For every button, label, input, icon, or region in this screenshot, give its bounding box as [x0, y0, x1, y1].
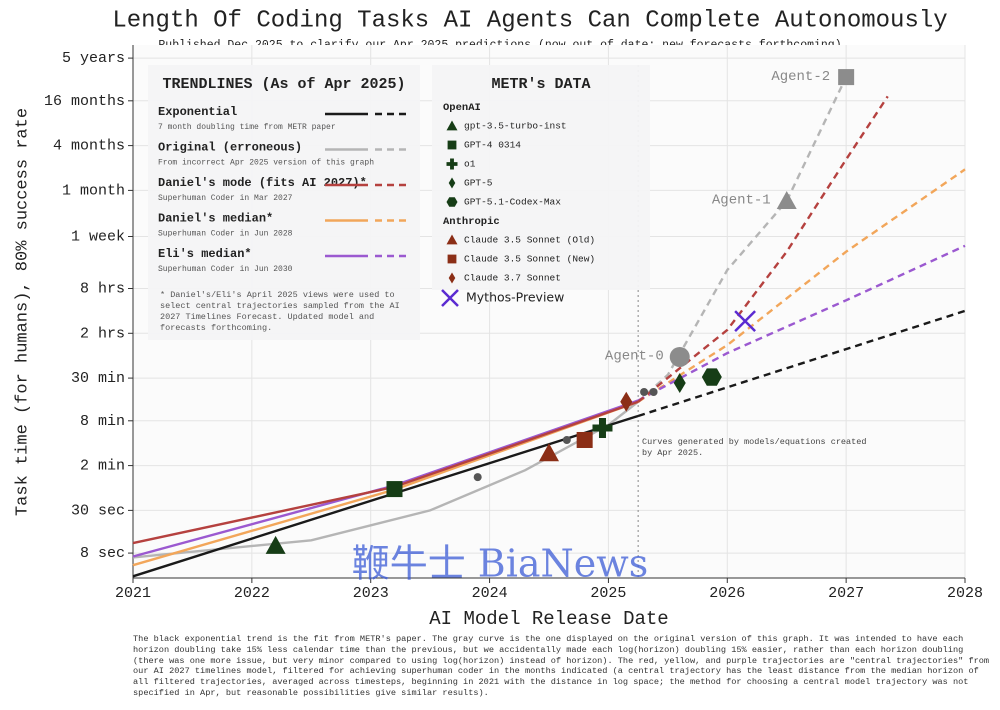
legend-label: GPT-4 0314: [464, 140, 521, 151]
data-point: [838, 69, 855, 86]
data-point: [265, 535, 286, 554]
x-tick-label: 2027: [828, 585, 864, 602]
x-tick-label: 2026: [709, 585, 745, 602]
legend-label: Claude 3.5 Sonnet (Old): [464, 235, 595, 246]
cutoff-note: Curves generated by models/equations cre…: [642, 437, 867, 458]
x-tick-label: 2021: [115, 585, 151, 602]
legend-group: Anthropic: [443, 216, 500, 228]
agent-label: Agent-0: [605, 349, 664, 365]
data-point: [640, 388, 649, 397]
agent-label: Agent-2: [771, 69, 830, 85]
legend-label: Exponential: [158, 105, 237, 119]
data-point: [446, 197, 458, 207]
legend-panel: [432, 65, 650, 290]
legend-panel: [148, 65, 420, 340]
trendline-forecast: [637, 244, 966, 402]
data-point: [776, 191, 797, 210]
legend-label: Eli's median*: [158, 247, 252, 261]
trendline-forecast: [637, 168, 966, 403]
y-tick-label: 8 hrs: [80, 280, 125, 297]
x-tick-label: 2023: [353, 585, 389, 602]
legend-label: Original (erroneous): [158, 141, 302, 155]
data-point: [620, 391, 633, 412]
data-point: [446, 158, 458, 170]
trendline: [132, 400, 639, 559]
trendline-forecast: [637, 76, 848, 403]
data-point: [446, 120, 458, 131]
data-point: [592, 418, 613, 439]
data-point: [448, 177, 456, 189]
y-tick-label: 5 years: [62, 50, 125, 67]
data-point: [448, 272, 456, 284]
data-point: [446, 234, 458, 245]
trendline: [132, 414, 639, 578]
y-tick-label: 2 hrs: [80, 325, 125, 342]
data-point: [386, 481, 403, 498]
y-tick-label: 8 sec: [80, 545, 125, 562]
data-point: [576, 431, 593, 448]
legend-label: GPT-5: [464, 178, 493, 189]
trendline-forecast: [637, 309, 966, 418]
y-tick-label: 8 min: [80, 413, 125, 430]
legend-label: Daniel's median*: [158, 212, 273, 226]
legend-group: OpenAI: [443, 102, 481, 114]
trend-footnote: * Daniel's/Eli's April 2025 views were u…: [160, 290, 400, 333]
legend-label: GPT-5.1-Codex-Max: [464, 197, 561, 208]
data-point: [447, 140, 457, 150]
legend-note: From incorrect Apr 2025 version of this …: [158, 159, 374, 168]
legend-label: Mythos-Preview: [466, 290, 564, 305]
data-point: [669, 346, 690, 367]
legend-note: Superhuman Coder in Jun 2028: [158, 230, 293, 239]
legend-title: METR's DATA: [491, 76, 590, 93]
y-tick-label: 30 min: [71, 370, 125, 387]
x-tick-label: 2022: [234, 585, 270, 602]
legend-note: Superhuman Coder in Mar 2027: [158, 194, 293, 203]
data-point: [649, 388, 658, 397]
legend-label: Claude 3.7 Sonnet: [464, 273, 561, 284]
watermark: 鞭牛士 BiaNews: [352, 542, 649, 586]
legend-label: Claude 3.5 Sonnet (New): [464, 254, 595, 265]
data-point: [701, 368, 722, 386]
chart-title: Length Of Coding Tasks AI Agents Can Com…: [112, 7, 947, 34]
data-point: [673, 373, 686, 394]
x-tick-label: 2024: [472, 585, 508, 602]
legend-label: Daniel's mode (fits AI 2027)*: [158, 176, 367, 190]
data-point: [734, 310, 756, 332]
y-tick-label: 2 min: [80, 458, 125, 475]
y-tick-label: 4 months: [53, 138, 125, 155]
data-point: [562, 435, 571, 444]
legend-note: 7 month doubling time from METR paper: [158, 123, 336, 132]
y-tick-label: 30 sec: [71, 502, 125, 519]
y-tick-label: 16 months: [44, 93, 125, 110]
y-tick-label: 1 month: [62, 182, 125, 199]
legend-title: TRENDLINES (As of Apr 2025): [162, 76, 405, 93]
x-axis-label: AI Model Release Date: [429, 608, 668, 630]
data-point: [447, 254, 457, 264]
y-tick-label: 1 week: [71, 228, 125, 245]
data-point: [441, 289, 459, 307]
data-point: [539, 443, 559, 462]
y-axis-label: Task time (for humans), 80% success rate: [13, 108, 32, 516]
trendline-forecast: [637, 95, 889, 403]
x-tick-label: 2028: [947, 585, 983, 602]
caption: The black exponential trend is the fit f…: [133, 634, 990, 698]
legend-label: gpt-3.5-turbo-inst: [464, 121, 567, 132]
data-point: [473, 473, 482, 482]
x-tick-label: 2025: [590, 585, 626, 602]
legend-note: Superhuman Coder in Jun 2030: [158, 265, 293, 274]
agent-label: Agent-1: [712, 193, 771, 209]
legend-label: o1: [464, 159, 476, 170]
